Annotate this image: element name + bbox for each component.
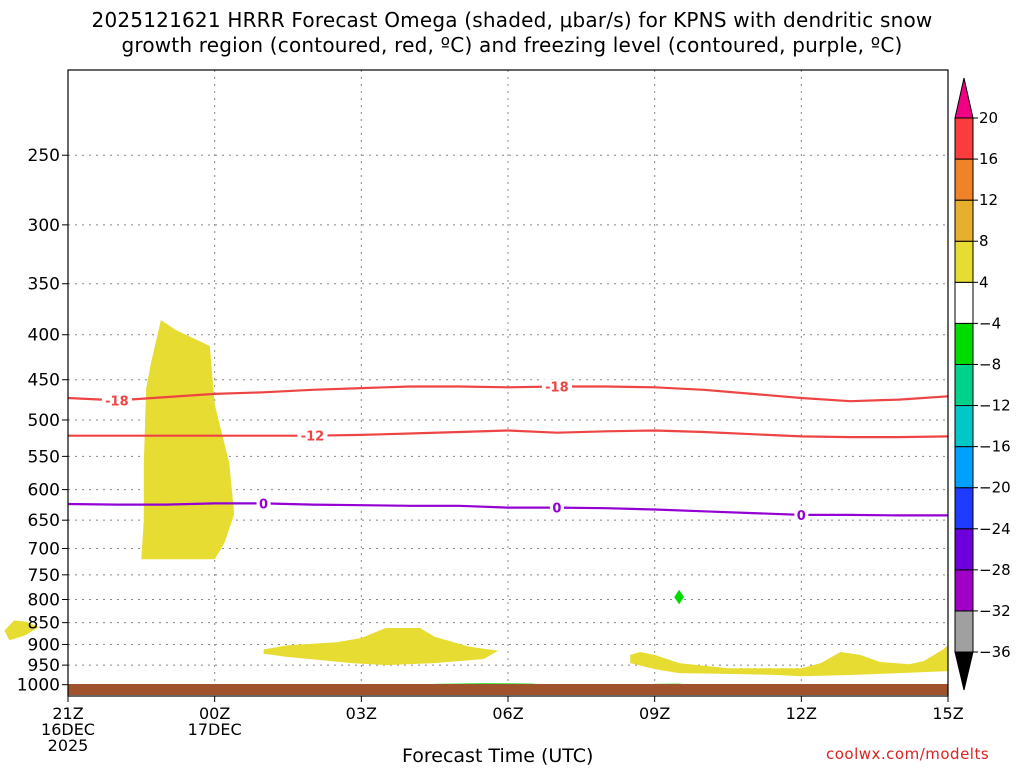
y-tick-label: 250 (28, 146, 60, 166)
colorbar-label: −16 (979, 438, 1011, 456)
colorbar-label: 16 (979, 150, 998, 168)
y-tick-label: 850 (28, 614, 60, 634)
colorbar-max-arrow (954, 77, 974, 119)
colorbar-label: 8 (979, 232, 989, 250)
colorbar-swatch (954, 528, 974, 571)
colorbar-swatch (954, 240, 974, 283)
y-tick-label: 650 (28, 511, 60, 531)
x-tick-label: 16DEC (41, 720, 95, 739)
y-tick-label: 1000 (17, 676, 60, 696)
x-tick-label: 12Z (786, 704, 817, 723)
omega-region (4, 620, 39, 641)
colorbar-label: 12 (979, 191, 998, 209)
y-tick-label: 450 (28, 371, 60, 391)
colorbar-swatch (954, 405, 974, 448)
y-tick-label: 600 (28, 481, 60, 501)
omega-region (263, 628, 499, 666)
y-tick-label: 400 (28, 326, 60, 346)
y-tick-label: 350 (28, 275, 60, 295)
colorbar-swatch (954, 446, 974, 489)
colorbar-swatch (954, 610, 974, 653)
contour-label-bg (794, 507, 809, 522)
contour-label: -18 (105, 394, 129, 409)
colorbar-swatch (954, 158, 974, 201)
contour-label-bg (297, 428, 328, 443)
colorbar-swatch (954, 117, 974, 160)
x-tick-label: 21Z (52, 704, 83, 723)
y-tick-label: 550 (28, 447, 60, 467)
contour-label-bg (256, 496, 271, 511)
colorbar-swatch (954, 281, 974, 324)
colorbar-label: −36 (979, 643, 1011, 661)
x-tick-label: 17DEC (188, 720, 242, 739)
y-tick-label: 700 (28, 539, 60, 559)
x-tick-label: 06Z (492, 704, 523, 723)
contour-label: 0 (552, 502, 561, 517)
colorbar-label: −28 (979, 561, 1011, 579)
colorbar-label: −24 (979, 520, 1011, 538)
colorbar-label: −32 (979, 602, 1011, 620)
y-tick-label: 800 (28, 590, 60, 610)
colorbar-label: −8 (979, 355, 1001, 373)
x-tick-label: 03Z (346, 704, 377, 723)
x-tick-label: 00Z (199, 704, 230, 723)
title-line-2: growth region (contoured, red, ºC) and f… (121, 33, 903, 57)
chart-title: 2025121621 HRRR Forecast Omega (shaded, … (0, 8, 1024, 58)
colorbar: −36 −32 −28 −24 −20 −16 −12 −8 −4 4 8 12 16 20 (954, 77, 1011, 691)
x-tick-label: 2025 (48, 736, 89, 755)
title-line-1: 2025121621 HRRR Forecast Omega (shaded, … (91, 8, 933, 32)
contour-label-bg (101, 393, 132, 408)
x-tick-label: 15Z (932, 704, 963, 723)
contour--12 (68, 429, 949, 439)
contour-label: 0 (797, 509, 806, 524)
surface-bar (68, 684, 948, 695)
omega-region (141, 320, 235, 560)
colorbar-swatch (954, 363, 974, 407)
omega-shading (4, 320, 948, 695)
colorbar-swatch (954, 199, 974, 242)
colorbar-label: 4 (979, 273, 989, 291)
contour-label: 0 (259, 497, 268, 512)
contour-label-bg (541, 379, 572, 394)
colorbar-swatch (954, 322, 974, 365)
colorbar-swatch (954, 487, 974, 530)
colorbar-label: −20 (979, 479, 1011, 497)
contour-label: -12 (301, 430, 325, 445)
y-tick-label: 950 (28, 656, 60, 676)
omega-region (630, 645, 948, 677)
y-tick-label: 300 (28, 216, 60, 236)
colorbar-swatch (954, 569, 974, 612)
colorbar-label: 20 (979, 109, 998, 127)
colorbar-min-arrow (954, 651, 974, 691)
contour-label: -18 (545, 380, 569, 395)
contour-lines: -18 -18 -12 0 0 0 (67, 379, 949, 524)
pressure-axis: 2503003504004505005506006507007508008509… (17, 146, 68, 696)
x-axis-title: Forecast Time (UTC) (402, 745, 594, 767)
colorbar-label: −12 (979, 397, 1011, 415)
credit-text[interactable]: coolwx.com/modelts (826, 745, 990, 763)
y-tick-label: 750 (28, 566, 60, 586)
omega-region (674, 589, 684, 605)
y-tick-label: 500 (28, 411, 60, 431)
colorbar-label: −4 (979, 314, 1001, 332)
contour-label-bg (549, 500, 564, 515)
y-tick-label: 900 (28, 635, 60, 655)
x-tick-label: 09Z (639, 704, 670, 723)
contour--18 (67, 385, 949, 403)
